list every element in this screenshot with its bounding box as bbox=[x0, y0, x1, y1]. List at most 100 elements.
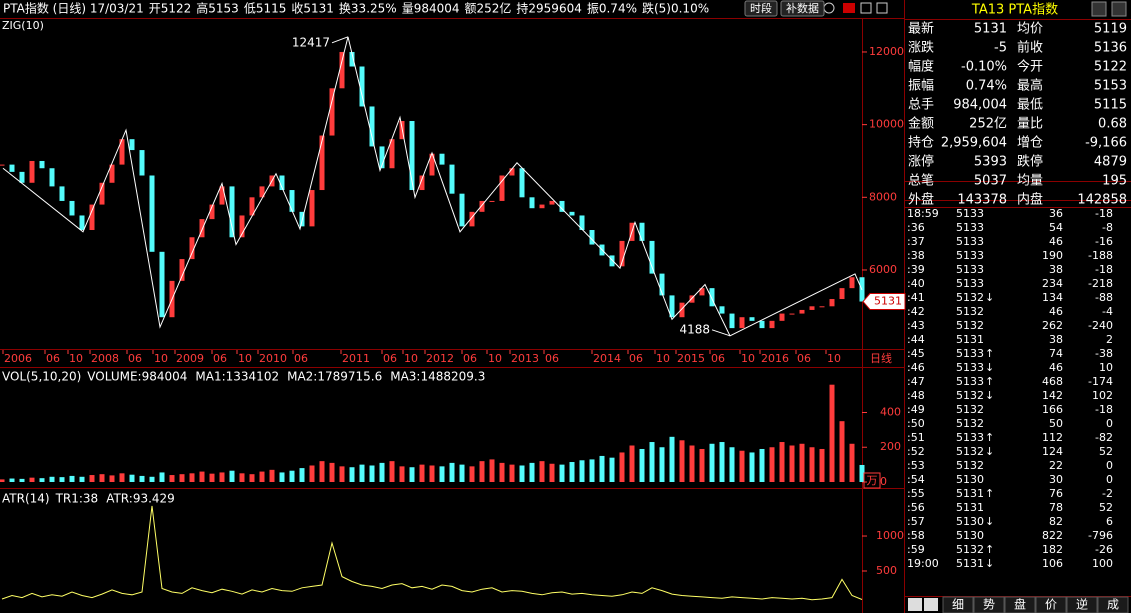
x-tick-label: 10 bbox=[404, 352, 418, 365]
header-button[interactable] bbox=[780, 0, 825, 17]
header-button-label[interactable]: 补数据 bbox=[786, 1, 819, 15]
volume-bar bbox=[529, 462, 535, 482]
candle bbox=[659, 273, 665, 296]
quote-label: 总手 bbox=[908, 98, 934, 113]
tick-price: 5130 bbox=[956, 529, 984, 542]
tab-label[interactable]: 盘 bbox=[1014, 597, 1026, 612]
quote-label: 均价 bbox=[1017, 22, 1043, 37]
volume-bar bbox=[399, 466, 405, 482]
volume-bar bbox=[549, 463, 555, 482]
x-tick-label: 10 bbox=[488, 352, 502, 365]
y-tick-label: 200 bbox=[880, 440, 901, 453]
tick-volume: 190 bbox=[1042, 249, 1063, 262]
tab-label[interactable]: 细 bbox=[952, 598, 964, 612]
volume-bar bbox=[739, 450, 745, 482]
x-tick-label: 06 bbox=[711, 352, 725, 365]
candle bbox=[79, 215, 85, 231]
volume-bar bbox=[349, 467, 355, 482]
tab-label[interactable]: 价 bbox=[1045, 598, 1057, 612]
tick-change: -796 bbox=[1088, 529, 1113, 542]
candle bbox=[409, 121, 415, 191]
candle bbox=[339, 51, 345, 89]
trough-pointer bbox=[711, 329, 731, 337]
candle bbox=[359, 66, 365, 107]
y-tick-label: 6000 bbox=[869, 263, 897, 276]
tab-label[interactable]: 成 bbox=[1107, 598, 1119, 612]
tick-time: :41 bbox=[907, 291, 925, 304]
tab[interactable] bbox=[1004, 596, 1036, 613]
tick-change: -4 bbox=[1102, 305, 1113, 318]
x-tick-label: 06 bbox=[545, 352, 559, 365]
x-tick-label: 2011 bbox=[342, 352, 370, 365]
volume-bar bbox=[99, 474, 105, 482]
tick-change: -18 bbox=[1095, 403, 1113, 416]
candle bbox=[519, 168, 525, 198]
quote-label: 最低 bbox=[1017, 98, 1043, 113]
tick-change: 100 bbox=[1092, 557, 1113, 570]
tick-change: -188 bbox=[1088, 249, 1113, 262]
x-tick-label: 2006 bbox=[4, 352, 32, 365]
x-tick-label: 10 bbox=[741, 352, 755, 365]
tick-volume: 46 bbox=[1049, 361, 1063, 374]
candle bbox=[699, 288, 705, 296]
volume-bar bbox=[199, 471, 205, 482]
y-tick-label: 10000 bbox=[869, 118, 904, 131]
tab[interactable] bbox=[1066, 596, 1098, 613]
icon[interactable] bbox=[1091, 1, 1107, 17]
scroll-button[interactable] bbox=[924, 598, 938, 611]
candle bbox=[619, 240, 625, 267]
quote-value: 0.74% bbox=[966, 79, 1007, 94]
icon[interactable] bbox=[1111, 1, 1127, 17]
volume-bar bbox=[729, 447, 735, 482]
tick-change: -16 bbox=[1095, 235, 1113, 248]
candle bbox=[129, 139, 135, 151]
tab-label[interactable]: 势 bbox=[983, 598, 995, 612]
quote-label: 外盘 bbox=[908, 192, 934, 208]
peak-label: 12417 bbox=[292, 35, 330, 49]
tab[interactable] bbox=[1097, 596, 1129, 613]
quote-label: 总笔 bbox=[908, 173, 934, 189]
tick-change: 10 bbox=[1099, 361, 1113, 374]
header-button[interactable] bbox=[744, 0, 778, 17]
header-button-label[interactable]: 时段 bbox=[750, 1, 772, 15]
candle bbox=[649, 240, 655, 274]
candle bbox=[719, 306, 725, 314]
tick-price: 5132 bbox=[956, 319, 984, 332]
volume-bar bbox=[439, 466, 445, 482]
volume-bar bbox=[389, 461, 395, 482]
volume-bar bbox=[819, 448, 825, 482]
tick-change: -218 bbox=[1088, 277, 1113, 290]
tick-direction: ↓ bbox=[985, 557, 994, 570]
candle bbox=[479, 200, 485, 212]
icon[interactable] bbox=[843, 3, 855, 13]
candle bbox=[89, 204, 95, 231]
x-tick-label: 06 bbox=[463, 352, 477, 365]
tick-time: :58 bbox=[907, 529, 925, 542]
volume-bar bbox=[359, 464, 365, 482]
candle bbox=[389, 139, 395, 169]
volume-bar bbox=[169, 475, 175, 482]
candle bbox=[469, 211, 475, 227]
tick-volume: 182 bbox=[1042, 543, 1063, 556]
icon[interactable] bbox=[876, 2, 888, 14]
candle bbox=[549, 200, 555, 205]
volume-bar bbox=[239, 473, 245, 482]
tick-direction: ↑ bbox=[985, 375, 994, 388]
quote-value: 5393 bbox=[974, 155, 1007, 170]
tick-volume: 142 bbox=[1042, 389, 1063, 402]
scroll-button[interactable] bbox=[908, 598, 922, 611]
tab[interactable] bbox=[1035, 596, 1067, 613]
candle bbox=[709, 288, 715, 307]
tab[interactable] bbox=[942, 596, 974, 613]
candle bbox=[0, 164, 5, 166]
tick-volume: 30 bbox=[1049, 473, 1063, 486]
candle bbox=[279, 175, 285, 191]
tick-time: :44 bbox=[907, 333, 925, 346]
icon[interactable] bbox=[860, 2, 872, 14]
tick-time: :57 bbox=[907, 515, 925, 528]
tab[interactable] bbox=[973, 596, 1005, 613]
tick-direction: ↓ bbox=[985, 361, 994, 374]
tab-label[interactable]: 逆 bbox=[1076, 597, 1088, 612]
candle bbox=[149, 175, 155, 252]
volume-bar bbox=[469, 466, 475, 482]
